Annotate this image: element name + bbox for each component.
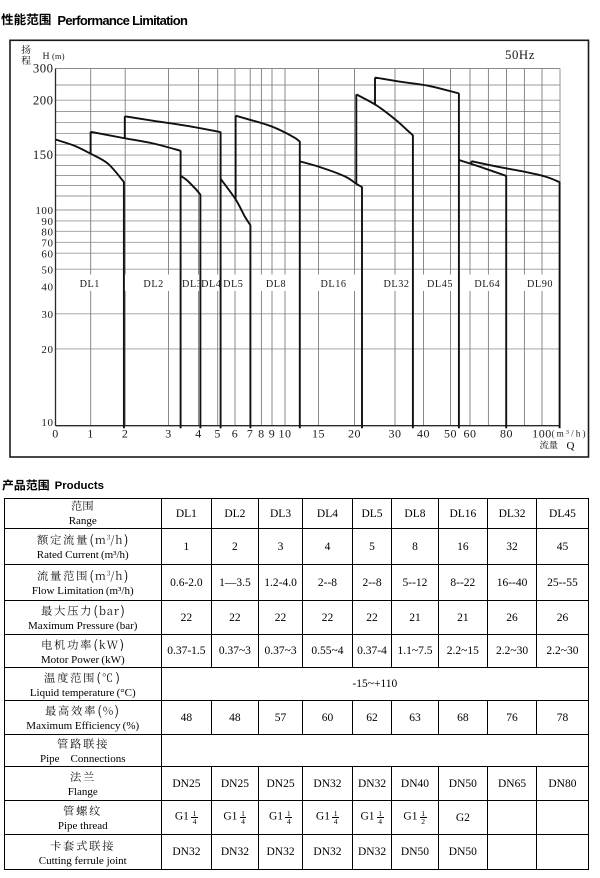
svg-text:40: 40 bbox=[417, 427, 430, 441]
svg-text:DL5: DL5 bbox=[223, 279, 243, 290]
svg-text:70: 70 bbox=[41, 237, 53, 249]
svg-text:30: 30 bbox=[388, 427, 401, 441]
svg-text:1: 1 bbox=[87, 427, 94, 441]
svg-text:DL32: DL32 bbox=[384, 279, 410, 290]
svg-text:0: 0 bbox=[52, 427, 59, 441]
svg-text:10: 10 bbox=[278, 427, 291, 441]
svg-text:DL3: DL3 bbox=[182, 279, 202, 290]
svg-text:80: 80 bbox=[500, 427, 513, 441]
svg-text:6: 6 bbox=[232, 427, 239, 441]
svg-text:200: 200 bbox=[33, 93, 54, 107]
svg-text:DL4: DL4 bbox=[201, 279, 221, 290]
svg-text:10: 10 bbox=[41, 417, 53, 429]
svg-text:DL45: DL45 bbox=[427, 279, 453, 290]
svg-text:(m3/h): (m3/h) bbox=[552, 429, 588, 439]
svg-text:DL2: DL2 bbox=[143, 279, 163, 290]
svg-text:30: 30 bbox=[41, 309, 53, 321]
svg-text:20: 20 bbox=[348, 427, 361, 441]
svg-text:DL1: DL1 bbox=[80, 279, 100, 290]
svg-text:150: 150 bbox=[33, 148, 54, 162]
svg-text:4: 4 bbox=[195, 427, 202, 441]
svg-text:2: 2 bbox=[122, 427, 129, 441]
svg-text:80: 80 bbox=[41, 226, 53, 238]
svg-text:100: 100 bbox=[532, 427, 552, 441]
svg-text:90: 90 bbox=[41, 216, 53, 228]
svg-text:50Hz: 50Hz bbox=[505, 48, 535, 62]
svg-text:40: 40 bbox=[41, 282, 53, 294]
svg-text:8: 8 bbox=[258, 427, 265, 441]
svg-text:50: 50 bbox=[41, 264, 53, 276]
svg-text:15: 15 bbox=[312, 427, 325, 441]
svg-text:20: 20 bbox=[41, 344, 53, 356]
svg-text:60: 60 bbox=[41, 248, 53, 260]
svg-text:100: 100 bbox=[35, 205, 53, 217]
svg-text:5: 5 bbox=[214, 427, 221, 441]
svg-text:DL90: DL90 bbox=[527, 279, 553, 290]
svg-text:H (m): H (m) bbox=[43, 51, 65, 62]
svg-text:50: 50 bbox=[444, 427, 457, 441]
svg-text:Q: Q bbox=[567, 440, 575, 452]
svg-text:3: 3 bbox=[165, 427, 172, 441]
svg-text:DL64: DL64 bbox=[474, 279, 500, 290]
svg-text:DL8: DL8 bbox=[266, 279, 286, 290]
svg-text:7: 7 bbox=[247, 427, 254, 441]
svg-text:300: 300 bbox=[33, 62, 54, 76]
svg-text:DL16: DL16 bbox=[321, 279, 347, 290]
svg-text:9: 9 bbox=[269, 427, 276, 441]
svg-text:60: 60 bbox=[463, 427, 476, 441]
